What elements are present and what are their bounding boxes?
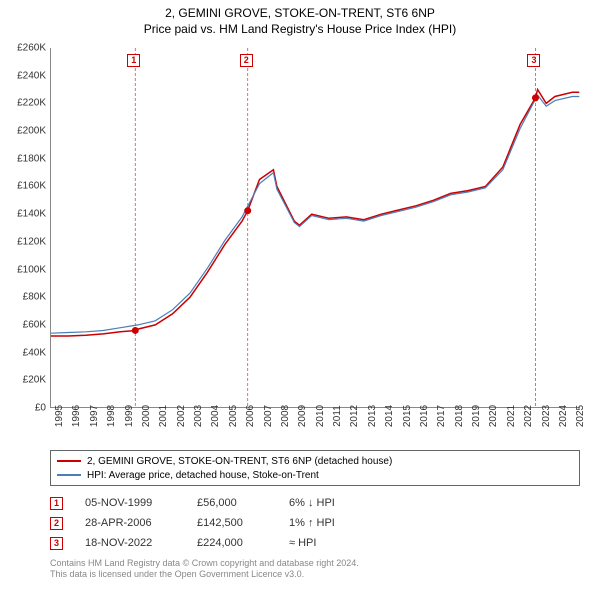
y-tick-label: £80K xyxy=(6,292,46,303)
x-tick-label: 2012 xyxy=(349,405,360,427)
events-table: 1 05-NOV-1999 £56,000 6% ↓ HPI 2 28-APR-2006 £… xyxy=(50,494,379,554)
x-tick-label: 2017 xyxy=(436,405,447,427)
event-price: £142,500 xyxy=(197,517,267,529)
legend: 2, GEMINI GROVE, STOKE-ON-TRENT, ST6 6NP… xyxy=(50,450,580,486)
x-tick-label: 2022 xyxy=(523,405,534,427)
x-tick-label: 2024 xyxy=(558,405,569,427)
x-tick-label: 2014 xyxy=(384,405,395,427)
x-tick-label: 2006 xyxy=(245,405,256,427)
x-tick-label: 1998 xyxy=(106,405,117,427)
event-delta: 6% ↓ HPI xyxy=(289,497,379,509)
event-marker-1: 1 xyxy=(127,54,140,67)
legend-item: HPI: Average price, detached house, Stok… xyxy=(57,468,573,482)
x-tick-label: 2000 xyxy=(141,405,152,427)
event-date: 28-APR-2006 xyxy=(85,517,175,529)
footer-line1: Contains HM Land Registry data © Crown c… xyxy=(50,558,359,569)
x-tick-label: 2018 xyxy=(454,405,465,427)
event-row: 3 18-NOV-2022 £224,000 ≈ HPI xyxy=(50,534,379,552)
event-price: £224,000 xyxy=(197,537,267,549)
x-tick-label: 2021 xyxy=(506,405,517,427)
legend-label: 2, GEMINI GROVE, STOKE-ON-TRENT, ST6 6NP… xyxy=(87,456,392,467)
y-tick-label: £220K xyxy=(6,98,46,109)
x-tick-label: 2020 xyxy=(488,405,499,427)
x-tick-label: 1997 xyxy=(89,405,100,427)
title-block: 2, GEMINI GROVE, STOKE-ON-TRENT, ST6 6NP… xyxy=(0,0,600,36)
x-tick-label: 2019 xyxy=(471,405,482,427)
legend-swatch xyxy=(57,460,81,462)
y-tick-label: £200K xyxy=(6,126,46,137)
event-row: 2 28-APR-2006 £142,500 1% ↑ HPI xyxy=(50,514,379,532)
footer-line2: This data is licensed under the Open Gov… xyxy=(50,569,359,580)
y-tick-label: £20K xyxy=(6,375,46,386)
event-date: 05-NOV-1999 xyxy=(85,497,175,509)
event-marker-icon: 2 xyxy=(50,517,63,530)
x-tick-label: 1996 xyxy=(71,405,82,427)
y-tick-label: £160K xyxy=(6,181,46,192)
y-tick-label: £180K xyxy=(6,153,46,164)
title-line1: 2, GEMINI GROVE, STOKE-ON-TRENT, ST6 6NP xyxy=(0,6,600,20)
event-price: £56,000 xyxy=(197,497,267,509)
x-tick-label: 2013 xyxy=(367,405,378,427)
event-marker-2: 2 xyxy=(240,54,253,67)
y-tick-label: £40K xyxy=(6,347,46,358)
event-marker-3: 3 xyxy=(527,54,540,67)
event-delta: 1% ↑ HPI xyxy=(289,517,379,529)
y-tick-label: £60K xyxy=(6,319,46,330)
x-tick-label: 1999 xyxy=(124,405,135,427)
x-tick-label: 2009 xyxy=(297,405,308,427)
x-tick-label: 2007 xyxy=(263,405,274,427)
x-tick-label: 2025 xyxy=(575,405,586,427)
x-tick-label: 2002 xyxy=(176,405,187,427)
footer: Contains HM Land Registry data © Crown c… xyxy=(50,558,359,581)
chart-container: 2, GEMINI GROVE, STOKE-ON-TRENT, ST6 6NP… xyxy=(0,0,600,590)
event-marker-icon: 1 xyxy=(50,497,63,510)
x-tick-label: 2016 xyxy=(419,405,430,427)
y-tick-label: £260K xyxy=(6,43,46,54)
y-tick-label: £140K xyxy=(6,209,46,220)
x-tick-label: 2023 xyxy=(541,405,552,427)
legend-label: HPI: Average price, detached house, Stok… xyxy=(87,470,319,481)
chart-area: £0£20K£40K£60K£80K£100K£120K£140K£160K£1… xyxy=(50,48,580,408)
x-tick-label: 2008 xyxy=(280,405,291,427)
event-date: 18-NOV-2022 xyxy=(85,537,175,549)
title-line2: Price paid vs. HM Land Registry's House … xyxy=(0,22,600,36)
x-tick-label: 2010 xyxy=(315,405,326,427)
x-tick-label: 2003 xyxy=(193,405,204,427)
plot-svg xyxy=(50,48,580,408)
y-tick-label: £240K xyxy=(6,70,46,81)
x-tick-label: 1995 xyxy=(54,405,65,427)
x-tick-label: 2004 xyxy=(210,405,221,427)
event-delta: ≈ HPI xyxy=(289,537,379,549)
y-tick-label: £0 xyxy=(6,403,46,414)
y-tick-label: £100K xyxy=(6,264,46,275)
legend-swatch xyxy=(57,474,81,476)
legend-item: 2, GEMINI GROVE, STOKE-ON-TRENT, ST6 6NP… xyxy=(57,454,573,468)
x-tick-label: 2011 xyxy=(332,405,343,427)
event-row: 1 05-NOV-1999 £56,000 6% ↓ HPI xyxy=(50,494,379,512)
y-tick-label: £120K xyxy=(6,236,46,247)
x-tick-label: 2015 xyxy=(402,405,413,427)
x-tick-label: 2001 xyxy=(158,405,169,427)
x-tick-label: 2005 xyxy=(228,405,239,427)
event-marker-icon: 3 xyxy=(50,537,63,550)
